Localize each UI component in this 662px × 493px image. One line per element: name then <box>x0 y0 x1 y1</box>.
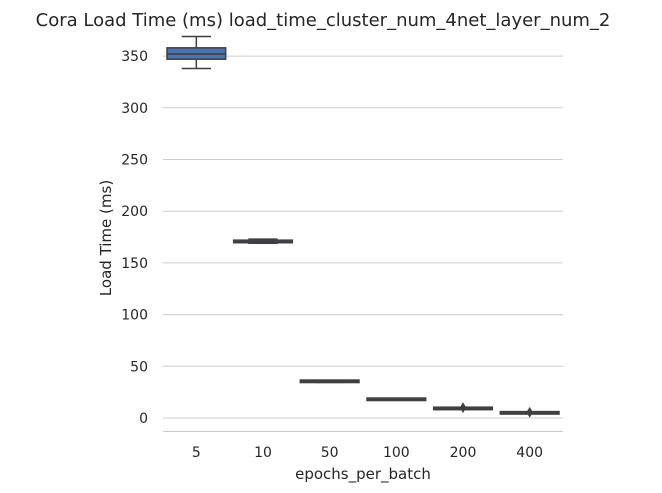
outlier-point <box>526 406 533 418</box>
x-tick-label: 100 <box>383 445 410 461</box>
y-tick-label: 150 <box>121 256 148 272</box>
x-tick-label: 10 <box>254 445 272 461</box>
chart-title: Cora Load Time (ms) load_time_cluster_nu… <box>36 10 611 31</box>
grid-lines <box>163 55 563 419</box>
box-200 <box>432 402 494 414</box>
outlier-point <box>459 402 467 414</box>
box-5 <box>166 35 227 70</box>
x-axis-ticks: 5 10 50 100 200 400 <box>192 445 543 461</box>
y-tick-label: 250 <box>121 153 148 169</box>
y-axis-label: Load Time (ms) <box>97 180 115 296</box>
x-tick-label: 50 <box>321 445 339 461</box>
y-tick-label: 200 <box>121 204 148 220</box>
y-tick-label: 0 <box>139 411 148 427</box>
box-100 <box>366 397 427 402</box>
x-axis-label: epochs_per_batch <box>295 465 431 484</box>
y-tick-label: 350 <box>121 49 148 65</box>
x-tick-label: 200 <box>450 445 477 461</box>
box-50 <box>299 379 360 384</box>
x-tick-label: 5 <box>192 445 201 461</box>
box-series <box>166 35 560 418</box>
y-axis-ticks: 0 50 100 150 200 250 300 350 <box>121 49 148 427</box>
y-tick-label: 50 <box>130 359 148 375</box>
x-tick-label: 400 <box>516 445 543 461</box>
y-tick-label: 100 <box>121 308 148 324</box>
box-10 <box>232 238 294 245</box>
y-tick-label: 300 <box>121 101 148 117</box>
box-400 <box>499 406 560 418</box>
